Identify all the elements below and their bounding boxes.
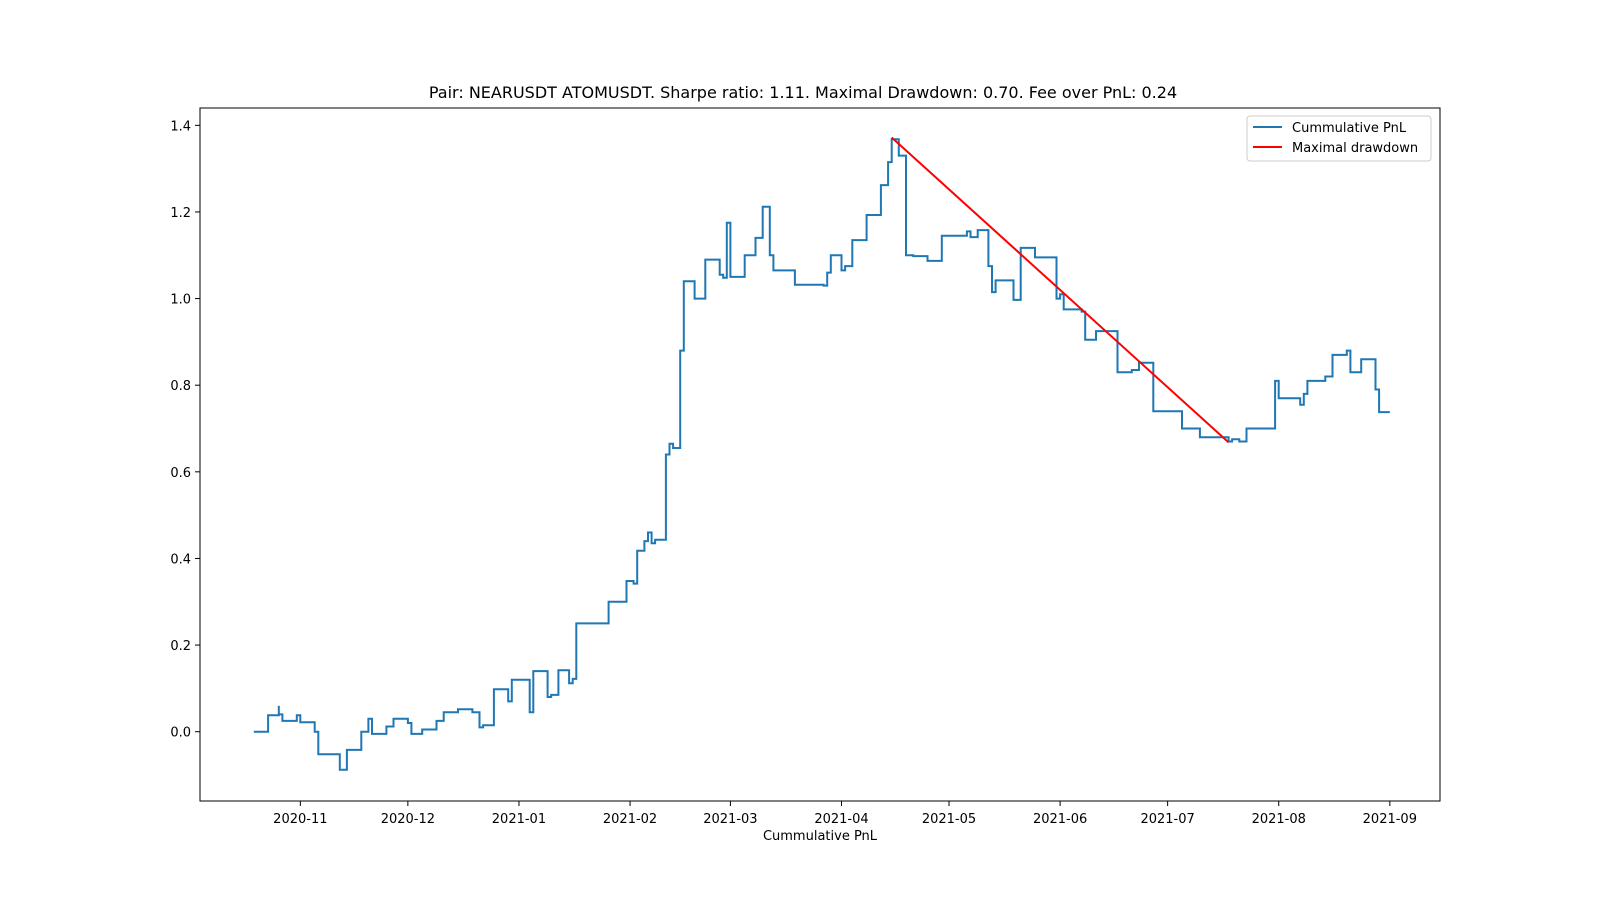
x-tick-label: 2021-01 bbox=[492, 812, 546, 827]
chart-title: Pair: NEARUSDT ATOMUSDT. Sharpe ratio: 1… bbox=[429, 83, 1177, 102]
x-tick-label: 2021-07 bbox=[1140, 812, 1194, 827]
y-tick-label: 1.0 bbox=[170, 293, 191, 308]
legend-label-maximal-drawdown: Maximal drawdown bbox=[1292, 141, 1418, 156]
y-tick-label: 0.6 bbox=[170, 466, 191, 481]
x-tick-label: 2021-06 bbox=[1033, 812, 1087, 827]
legend-box bbox=[1246, 115, 1432, 162]
y-tick-label: 1.2 bbox=[170, 206, 191, 221]
axes-frame bbox=[199, 107, 1441, 802]
series-line-cummulative-pnl bbox=[253, 138, 1390, 771]
x-tick-label: 2021-08 bbox=[1252, 812, 1306, 827]
series-layer bbox=[253, 136, 1390, 771]
y-tick-label: 0.2 bbox=[170, 639, 191, 654]
x-tick-label: 2021-04 bbox=[814, 812, 868, 827]
y-tick-label: 0.4 bbox=[170, 552, 191, 567]
x-tick-label: 2021-03 bbox=[703, 812, 757, 827]
x-tick-label: 2020-12 bbox=[381, 812, 435, 827]
x-axis-label: Cummulative PnL bbox=[763, 829, 878, 844]
y-tick-label: 1.4 bbox=[170, 119, 191, 134]
x-tick-label: 2021-05 bbox=[922, 812, 976, 827]
series-line-maximal-drawdown bbox=[891, 136, 1230, 444]
legend-label-cummulative-pnl: Cummulative PnL bbox=[1292, 121, 1407, 136]
y-tick-label: 0.0 bbox=[170, 726, 191, 741]
x-tick-label: 2020-11 bbox=[273, 812, 327, 827]
x-tick-label: 2021-02 bbox=[603, 812, 657, 827]
legend: Cummulative PnL Maximal drawdown bbox=[1246, 115, 1432, 162]
x-tick-label: 2021-09 bbox=[1363, 812, 1417, 827]
y-tick-label: 0.8 bbox=[170, 379, 191, 394]
ticks-layer: 2020-11 2020-12 2021-01 2021-02 2021-03 2021-… bbox=[170, 119, 1417, 827]
